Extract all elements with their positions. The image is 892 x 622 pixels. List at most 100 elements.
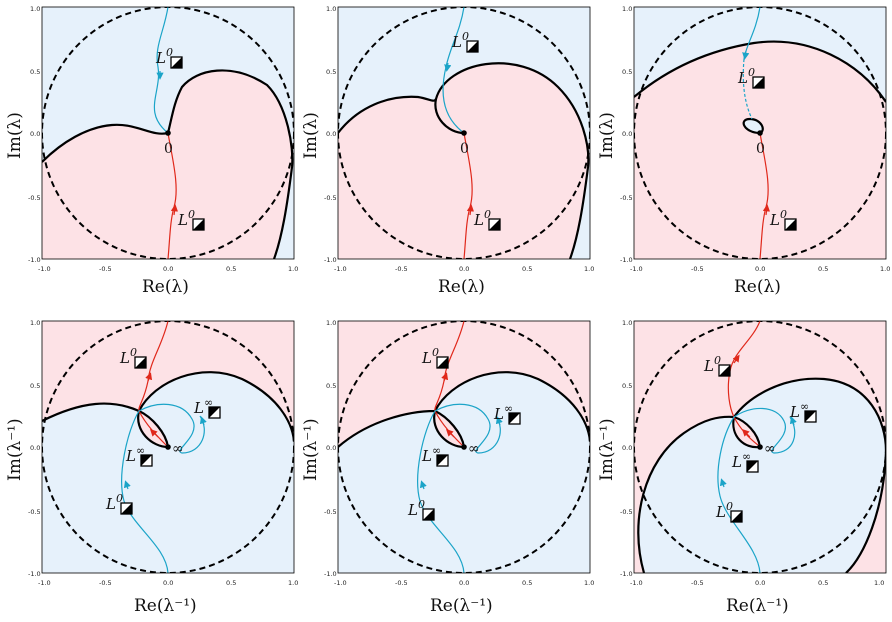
region-blue [638,378,886,573]
cyan-arrow [495,416,503,426]
marker-half-box-icon [784,218,797,231]
svg-text:0.0: 0.0 [459,579,469,587]
x-axis-label: Re(λ) [438,277,485,297]
x-axis-label: Re(λ) [734,277,781,297]
point-label: 0 [756,141,765,157]
svg-text:-1.0: -1.0 [334,579,347,587]
svg-text:0.0: 0.0 [30,444,40,452]
infinity-point [461,444,467,450]
panel-3: 0 L0 L0 -1.0 -0.5 0.0 0.5 1.0 1.0 0.5 0.… [597,5,890,297]
region-blue [634,7,886,102]
x-tick-labels: -1.0 -0.5 0.0 0.5 1.0 [630,579,884,587]
boundary-curve [42,371,294,442]
boundary-curve [637,377,886,573]
svg-text:0.5: 0.5 [818,265,828,273]
y-axis-label: Im(λ) [301,112,321,159]
frame [337,320,591,574]
x-tick-labels: -1.0 -0.5 0.0 0.5 1.0 [630,265,890,273]
red-arrow [145,372,153,382]
marker-label-bottom: L0 [407,498,425,519]
y-axis-label: Im(λ) [597,112,617,159]
x-axis-label: Re(λ⁻¹) [726,596,789,616]
marker-half-box-icon [120,502,133,515]
cyan-arrow [199,416,207,426]
svg-text:0.5: 0.5 [622,68,632,76]
marker-label-center: L∞ [125,444,145,465]
x-tick-labels: -1.0 -0.5 0.0 0.5 1.0 [38,265,298,273]
svg-text:1.0: 1.0 [880,265,890,273]
boundary-curve [338,371,590,448]
marker-half-box-icon [436,356,449,369]
marker-label-bottom: L0 [715,500,733,521]
marker-label-right: L∞ [493,402,513,423]
region-blue [42,372,294,573]
svg-text:1.0: 1.0 [874,579,884,587]
marker-half-box-icon [804,410,817,423]
y-tick-labels: 1.0 0.5 0.0 -0.5 -1.0 [324,319,337,578]
svg-text:-0.5: -0.5 [324,508,337,516]
red-arrow [149,428,159,438]
svg-text:-0.5: -0.5 [324,194,337,202]
x-axis-label: Re(λ) [142,277,189,297]
cyan-arrow [719,478,727,488]
svg-text:1.0: 1.0 [30,5,40,13]
red-arrow [732,354,740,364]
svg-text:0.0: 0.0 [326,130,336,138]
svg-text:0.5: 0.5 [622,382,632,390]
marker-label-bottom: L0 [769,208,787,229]
marker-label-center: L∞ [421,444,441,465]
x-axis-label: Re(λ⁻¹) [134,596,197,616]
svg-text:-0.5: -0.5 [620,194,633,202]
svg-text:0.5: 0.5 [522,579,532,587]
svg-text:0.0: 0.0 [622,130,632,138]
cyan-arrow [419,480,427,490]
svg-text:-1.0: -1.0 [630,579,643,587]
svg-text:-0.5: -0.5 [28,508,41,516]
svg-text:1.0: 1.0 [30,319,40,327]
boundary-curve [634,40,886,103]
marker-half-box-icon [192,218,205,231]
svg-text:0.0: 0.0 [163,579,173,587]
svg-text:0.5: 0.5 [226,265,236,273]
svg-text:-0.5: -0.5 [395,579,408,587]
svg-text:-0.5: -0.5 [691,265,704,273]
red-arrow [741,428,751,438]
marker-half-box-icon [422,508,435,521]
y-tick-labels: 1.0 0.5 0.0 -0.5 -1.0 [620,319,633,578]
svg-text:0.5: 0.5 [326,68,336,76]
svg-text:-1.0: -1.0 [630,265,643,273]
panel-1: 0 L0 L0 -1.0 -0.5 0.0 0.5 1.0 1.0 0.5 0.… [5,5,298,297]
svg-text:0.0: 0.0 [622,444,632,452]
marker-label-right: L∞ [789,400,809,421]
svg-text:0.0: 0.0 [755,579,765,587]
panel-6: ∞ L0 L∞ L∞ L0 -1.0 -0.5 0.0 0.5 1.0 1.0 … [597,319,887,616]
svg-text:0.5: 0.5 [30,68,40,76]
frame [41,320,295,574]
red-arrow [441,372,449,382]
frame [633,320,887,574]
boundary-loop [742,117,764,135]
svg-text:0.5: 0.5 [522,265,532,273]
svg-text:-0.5: -0.5 [99,265,112,273]
svg-text:0.5: 0.5 [326,382,336,390]
svg-text:0.5: 0.5 [226,579,236,587]
svg-text:1.0: 1.0 [326,319,336,327]
marker-label-top: L0 [155,46,173,67]
marker-half-box-icon [140,454,153,467]
marker-half-box-icon [746,460,759,473]
region-pink [338,63,589,259]
marker-half-box-icon [436,454,449,467]
svg-text:0.0: 0.0 [326,444,336,452]
marker-label-bottom: L0 [177,208,195,229]
y-tick-labels: 1.0 0.5 0.0 -0.5 -1.0 [28,5,41,264]
x-tick-labels: -1.0 -0.5 0.0 0.5 1.0 [334,579,594,587]
marker-label-center: L∞ [731,450,751,471]
origin-point [461,130,467,136]
red-arrow [445,428,455,438]
svg-text:1.0: 1.0 [622,5,632,13]
svg-text:1.0: 1.0 [288,265,298,273]
marker-label-top: L0 [451,30,469,51]
boundary-loop [434,98,465,135]
marker-half-box-icon [718,364,731,377]
frame [633,6,887,260]
